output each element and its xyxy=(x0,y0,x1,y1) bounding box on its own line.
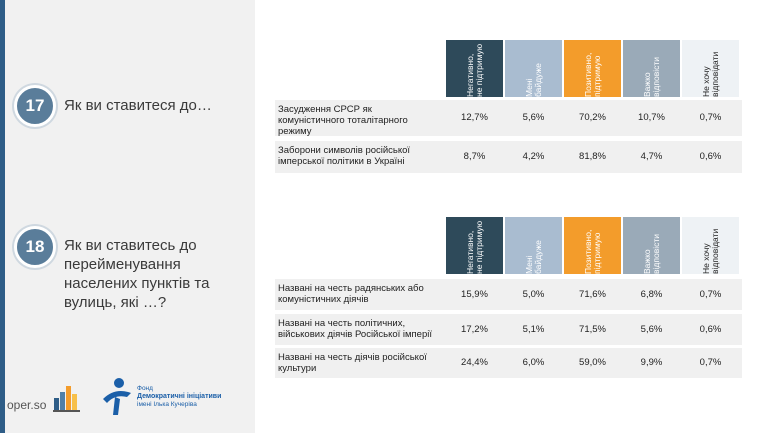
column-header-negative: Негативно, не підтримую xyxy=(446,217,503,274)
cell-negative: 17,2% xyxy=(461,323,488,335)
column-header-refuse: Не хочу відповідати xyxy=(682,40,739,97)
question-17-text: Як ви ставитеся до… xyxy=(64,97,212,114)
row-label: Названі на честь радянських або комуніст… xyxy=(278,283,424,305)
table-row xyxy=(275,348,742,378)
column-header-negative: Негативно, не підтримую xyxy=(446,40,503,97)
cell-positive: 70,2% xyxy=(579,112,606,123)
left-panel xyxy=(0,0,255,433)
cell-positive: 71,5% xyxy=(579,323,606,335)
cell-refuse: 0,7% xyxy=(699,112,722,123)
left-accent-bar xyxy=(0,0,5,433)
fund-name: Фонд Демократичні ініціативи імені Ілька… xyxy=(137,385,221,409)
row-label: Засудження СРСР як комуністичного тоталі… xyxy=(278,104,408,137)
question-18-text: Як ви ставитесь до перейменування населе… xyxy=(64,237,210,311)
cell-refuse: 0,7% xyxy=(699,288,722,300)
row-label: Названі на честь політичних, військових … xyxy=(278,318,432,340)
column-header-positive: Позитивно, підтримую xyxy=(564,40,621,97)
column-header-label: Не хочу відповідати xyxy=(700,228,720,274)
fund-line-3: імені Ілька Кучеріва xyxy=(137,401,197,408)
cell-hard: 10,7% xyxy=(638,112,665,123)
cell-indifferent: 5,6% xyxy=(522,112,545,123)
column-header-label: Важко відповісти xyxy=(641,234,661,274)
cell-positive: 81,8% xyxy=(579,151,606,162)
column-header-indifferent: Мені байдуже xyxy=(505,40,562,97)
row-label: Заборони символів російської імперської … xyxy=(278,145,411,167)
cell-negative: 15,9% xyxy=(461,288,488,300)
column-header-label: Важко відповісти xyxy=(641,57,661,97)
row-label: Названі на честь діячів російської культ… xyxy=(278,352,427,374)
cell-indifferent: 5,0% xyxy=(522,288,545,300)
cell-hard: 5,6% xyxy=(640,323,663,335)
cell-indifferent: 6,0% xyxy=(522,357,545,368)
fund-figure-icon xyxy=(103,378,131,415)
fund-line-2: Демократичні ініціативи xyxy=(137,393,222,400)
cell-hard: 6,8% xyxy=(640,288,663,300)
column-header-label: Позитивно, підтримую xyxy=(582,229,602,274)
cell-hard: 9,9% xyxy=(640,357,663,368)
column-header-hard: Важко відповісти xyxy=(623,217,680,274)
table-row xyxy=(275,141,742,173)
cell-hard: 4,7% xyxy=(640,151,663,162)
cell-refuse: 0,6% xyxy=(699,151,722,162)
cell-indifferent: 5,1% xyxy=(522,323,545,335)
cell-positive: 59,0% xyxy=(579,357,606,368)
table-row xyxy=(275,100,742,136)
column-header-positive: Позитивно, підтримую xyxy=(564,217,621,274)
building-bars-icon xyxy=(53,386,80,412)
table-row xyxy=(275,314,742,345)
column-header-hard: Важко відповісти xyxy=(623,40,680,97)
cell-refuse: 0,7% xyxy=(699,357,722,368)
table-row xyxy=(275,279,742,310)
question-18-badge: 18 xyxy=(14,226,56,268)
column-header-label: Не хочу відповідати xyxy=(700,51,720,97)
cell-positive: 71,6% xyxy=(579,288,606,300)
column-header-label: Негативно, не підтримую xyxy=(464,43,484,97)
question-17-badge: 17 xyxy=(14,85,56,127)
cell-negative: 12,7% xyxy=(461,112,488,123)
cell-refuse: 0,6% xyxy=(699,323,722,335)
column-header-label: Мені байдуже xyxy=(523,63,543,97)
column-header-indifferent: Мені байдуже xyxy=(505,217,562,274)
cell-indifferent: 4,2% xyxy=(522,151,545,162)
column-header-label: Позитивно, підтримую xyxy=(582,52,602,97)
column-header-refuse: Не хочу відповідати xyxy=(682,217,739,274)
cell-negative: 8,7% xyxy=(463,151,486,162)
fund-line-1: Фонд xyxy=(137,385,153,392)
column-header-label: Негативно, не підтримую xyxy=(464,220,484,274)
cell-negative: 24,4% xyxy=(461,357,488,368)
column-header-label: Мені байдуже xyxy=(523,240,543,274)
site-name: oper.so xyxy=(7,398,47,412)
